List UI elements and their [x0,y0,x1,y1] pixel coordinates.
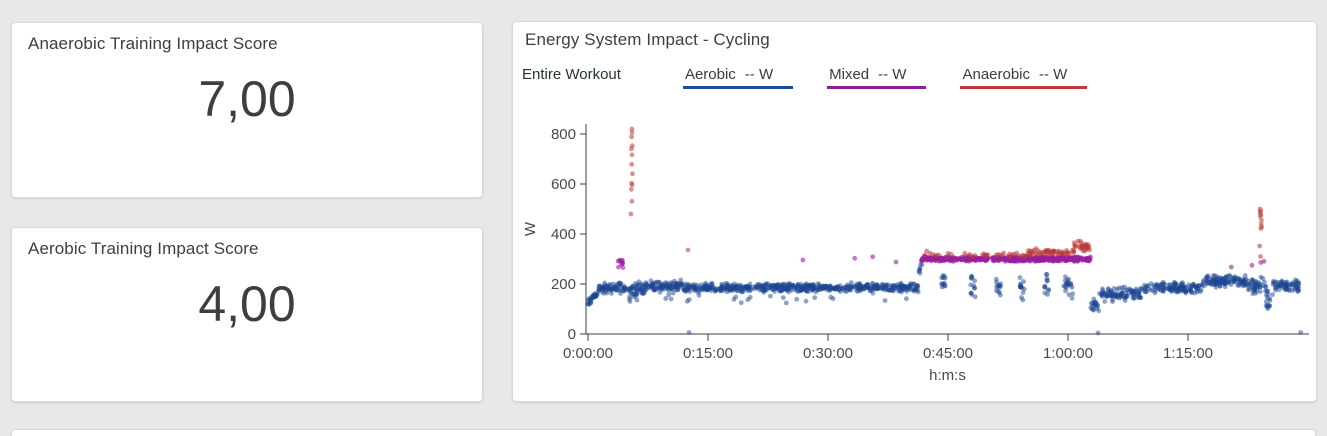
y-tick-label: 800 [551,126,576,143]
y-tick-label: 600 [551,176,576,193]
aerobic-score-value: 4,00 [198,276,296,332]
x-tick-label: 0:30:00 [803,345,853,362]
series-aerobic-points [585,257,1304,336]
anaerobic-score-value: 7,00 [198,71,296,127]
legend-item-aerobic[interactable]: Aerobic -- W [682,66,794,89]
legend-item-anaerobic-unit: -- W [1039,66,1068,83]
y-tick-label: 400 [551,226,576,243]
legend-item-mixed-label: Mixed [829,66,870,83]
legend-item-anaerobic[interactable]: Anaerobic -- W [960,66,1088,89]
series-anaerobic-points [628,126,1265,260]
y-tick-label: 200 [551,276,576,293]
aerobic-card-title: Aerobic Training Impact Score [28,239,259,258]
y-axis-title: W [522,221,539,236]
x-tick-label: 0:45:00 [923,345,973,362]
anaerobic-score-card: Anaerobic Training Impact Score 7,00 [11,22,483,198]
y-tick-label: 0 [568,326,576,343]
chart-title: Energy System Impact - Cycling [525,30,770,49]
x-axis-title: h:m:s [929,367,966,384]
series-mixed-points [615,254,1267,270]
legend-item-aerobic-label: Aerobic [684,66,736,83]
x-tick-label: 1:00:00 [1043,345,1093,362]
chart-legend: Entire Workout Aerobic -- W Mixed -- W Ana… [522,66,1088,89]
anaerobic-card-title: Anaerobic Training Impact Score [28,34,278,53]
legend-scope-label: Entire Workout [522,66,621,83]
bottom-partial-card [11,429,1316,436]
aerobic-score-card: Aerobic Training Impact Score 4,00 [11,227,483,402]
legend-item-aerobic-unit: -- W [744,66,774,83]
legend-item-mixed-unit: -- W [878,66,907,83]
legend-item-anaerobic-label: Anaerobic [962,66,1031,83]
energy-impact-scatter-chart: 0 200 400 600 800 0:00:00 0:15:00 0:30:00 0:45:0… [522,124,1309,384]
legend-item-mixed[interactable]: Mixed -- W [827,66,927,89]
x-tick-label: 0:15:00 [683,345,733,362]
energy-impact-card: Energy System Impact - Cycling Entire Wo… [512,21,1317,402]
x-tick-label: 1:15:00 [1163,345,1213,362]
x-tick-label: 0:00:00 [563,345,613,362]
